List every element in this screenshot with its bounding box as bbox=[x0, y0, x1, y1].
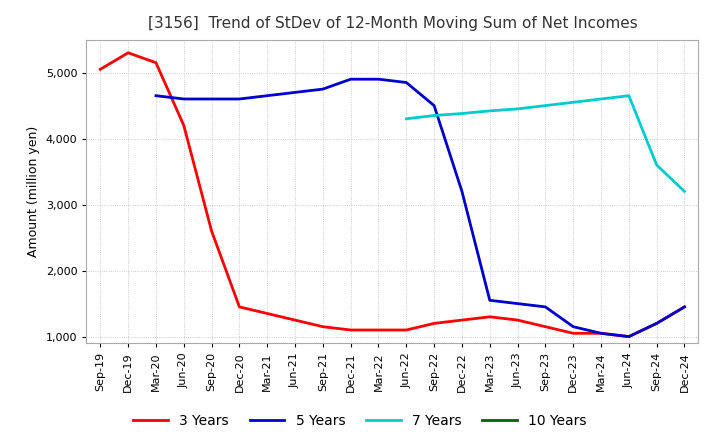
5 Years bbox=[541, 304, 550, 310]
7 Years bbox=[680, 189, 689, 194]
Y-axis label: Amount (million yen): Amount (million yen) bbox=[27, 126, 40, 257]
3 Years bbox=[680, 304, 689, 310]
3 Years bbox=[96, 66, 104, 72]
3 Years bbox=[569, 331, 577, 336]
7 Years bbox=[597, 96, 606, 102]
3 Years bbox=[541, 324, 550, 329]
7 Years bbox=[458, 111, 467, 116]
7 Years bbox=[541, 103, 550, 108]
5 Years bbox=[485, 298, 494, 303]
7 Years bbox=[485, 108, 494, 114]
5 Years bbox=[318, 86, 327, 92]
7 Years bbox=[402, 116, 410, 121]
5 Years bbox=[179, 96, 188, 102]
3 Years bbox=[152, 60, 161, 65]
5 Years bbox=[680, 304, 689, 310]
5 Years bbox=[458, 189, 467, 194]
3 Years bbox=[235, 304, 243, 310]
Line: 3 Years: 3 Years bbox=[100, 53, 685, 337]
7 Years bbox=[652, 162, 661, 168]
5 Years bbox=[652, 321, 661, 326]
3 Years bbox=[402, 327, 410, 333]
3 Years bbox=[179, 123, 188, 128]
3 Years bbox=[207, 228, 216, 234]
3 Years bbox=[346, 327, 355, 333]
7 Years bbox=[569, 99, 577, 105]
5 Years bbox=[291, 90, 300, 95]
3 Years bbox=[430, 321, 438, 326]
3 Years bbox=[513, 318, 522, 323]
3 Years bbox=[652, 321, 661, 326]
3 Years bbox=[597, 331, 606, 336]
5 Years bbox=[402, 80, 410, 85]
7 Years bbox=[624, 93, 633, 98]
5 Years bbox=[152, 93, 161, 98]
5 Years bbox=[207, 96, 216, 102]
Legend: 3 Years, 5 Years, 7 Years, 10 Years: 3 Years, 5 Years, 7 Years, 10 Years bbox=[128, 408, 592, 433]
3 Years bbox=[485, 314, 494, 319]
5 Years bbox=[374, 77, 383, 82]
3 Years bbox=[624, 334, 633, 339]
5 Years bbox=[346, 77, 355, 82]
5 Years bbox=[263, 93, 271, 98]
Line: 5 Years: 5 Years bbox=[156, 79, 685, 337]
5 Years bbox=[624, 334, 633, 339]
7 Years bbox=[513, 106, 522, 111]
3 Years bbox=[291, 318, 300, 323]
Title: [3156]  Trend of StDev of 12-Month Moving Sum of Net Incomes: [3156] Trend of StDev of 12-Month Moving… bbox=[148, 16, 637, 32]
5 Years bbox=[235, 96, 243, 102]
Line: 7 Years: 7 Years bbox=[406, 95, 685, 191]
7 Years bbox=[430, 113, 438, 118]
3 Years bbox=[263, 311, 271, 316]
3 Years bbox=[124, 50, 132, 55]
3 Years bbox=[458, 318, 467, 323]
5 Years bbox=[597, 331, 606, 336]
5 Years bbox=[430, 103, 438, 108]
5 Years bbox=[569, 324, 577, 329]
5 Years bbox=[513, 301, 522, 306]
3 Years bbox=[374, 327, 383, 333]
3 Years bbox=[318, 324, 327, 329]
